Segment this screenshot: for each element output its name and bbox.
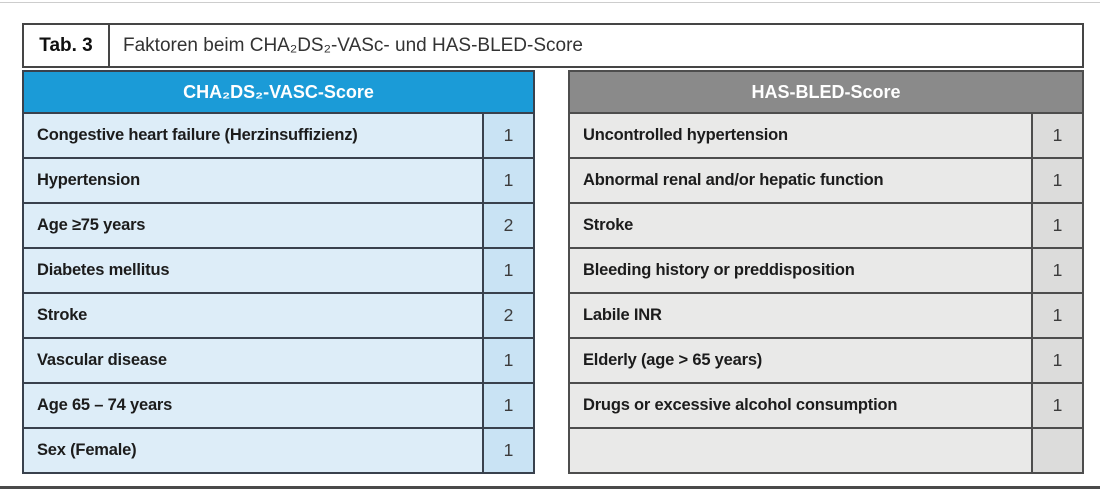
- factor-score: 2: [482, 294, 533, 337]
- table-row: Age ≥75 years 2: [22, 204, 535, 249]
- factor-score: 1: [1031, 114, 1082, 157]
- factor-label: Sex (Female): [37, 441, 137, 459]
- factor-score: 1: [1031, 249, 1082, 292]
- factor-label: Labile INR: [583, 306, 662, 324]
- table-row: Abnormal renal and/or hepatic function 1: [568, 159, 1084, 204]
- table-row: Hypertension 1: [22, 159, 535, 204]
- score-tables-container: CHA₂DS₂-VASC-Score Congestive heart fail…: [22, 70, 1084, 474]
- table-row: Congestive heart failure (Herzinsuffizie…: [22, 114, 535, 159]
- table-row: Labile INR 1: [568, 294, 1084, 339]
- cha2ds2-vasc-table: CHA₂DS₂-VASC-Score Congestive heart fail…: [22, 70, 535, 474]
- table-row: Uncontrolled hypertension 1: [568, 114, 1084, 159]
- has-bled-header: HAS-BLED-Score: [568, 70, 1084, 114]
- factor-score: 1: [482, 339, 533, 382]
- table-row: Diabetes mellitus 1: [22, 249, 535, 294]
- top-divider: [0, 2, 1100, 3]
- factor-score: 2: [482, 204, 533, 247]
- table-row: Sex (Female) 1: [22, 429, 535, 474]
- bottom-divider: [0, 486, 1100, 489]
- table-row: Stroke 1: [568, 204, 1084, 249]
- factor-score: 1: [482, 114, 533, 157]
- table-row: Age 65 – 74 years 1: [22, 384, 535, 429]
- factor-label: [570, 429, 1031, 472]
- factor-label: Drugs or excessive alcohol consumption: [583, 396, 898, 414]
- table-row: Stroke 2: [22, 294, 535, 339]
- table-row: Vascular disease 1: [22, 339, 535, 384]
- factor-score: 1: [1031, 339, 1082, 382]
- factor-score: 1: [482, 384, 533, 427]
- factor-label: Stroke: [583, 216, 634, 234]
- table-title: Faktoren beim CHA₂DS₂-VASc- und HAS-BLED…: [123, 34, 583, 56]
- table-row: Elderly (age > 65 years) 1: [568, 339, 1084, 384]
- factor-label: Hypertension: [37, 171, 141, 189]
- factor-label: Uncontrolled hypertension: [583, 126, 788, 144]
- factor-label: Diabetes mellitus: [37, 261, 170, 279]
- factor-score: 1: [1031, 204, 1082, 247]
- factor-label: Elderly (age > 65 years): [583, 351, 763, 369]
- factor-label: Vascular disease: [37, 351, 167, 369]
- factor-label: Age 65 – 74 years: [37, 396, 173, 414]
- table-number-label: Tab. 3: [24, 25, 110, 66]
- factor-label: Congestive heart failure (Herzinsuffizie…: [37, 126, 358, 144]
- factor-score: 1: [482, 249, 533, 292]
- factor-score: 1: [482, 159, 533, 202]
- table-row: [568, 429, 1084, 474]
- factor-score: [1031, 429, 1082, 472]
- factor-score: 1: [482, 429, 533, 472]
- cha2ds2-vasc-header: CHA₂DS₂-VASC-Score: [22, 70, 535, 114]
- table-caption-bar: Tab. 3 Faktoren beim CHA₂DS₂-VASc- und H…: [22, 23, 1084, 68]
- factor-score: 1: [1031, 384, 1082, 427]
- has-bled-table: HAS-BLED-Score Uncontrolled hypertension…: [568, 70, 1084, 474]
- factor-score: 1: [1031, 159, 1082, 202]
- factor-label: Abnormal renal and/or hepatic function: [583, 171, 884, 189]
- table-row: Drugs or excessive alcohol consumption 1: [568, 384, 1084, 429]
- factor-label: Age ≥75 years: [37, 216, 146, 234]
- factor-label: Bleeding history or preddisposition: [583, 261, 855, 279]
- factor-label: Stroke: [37, 306, 88, 324]
- table-row: Bleeding history or preddisposition 1: [568, 249, 1084, 294]
- factor-score: 1: [1031, 294, 1082, 337]
